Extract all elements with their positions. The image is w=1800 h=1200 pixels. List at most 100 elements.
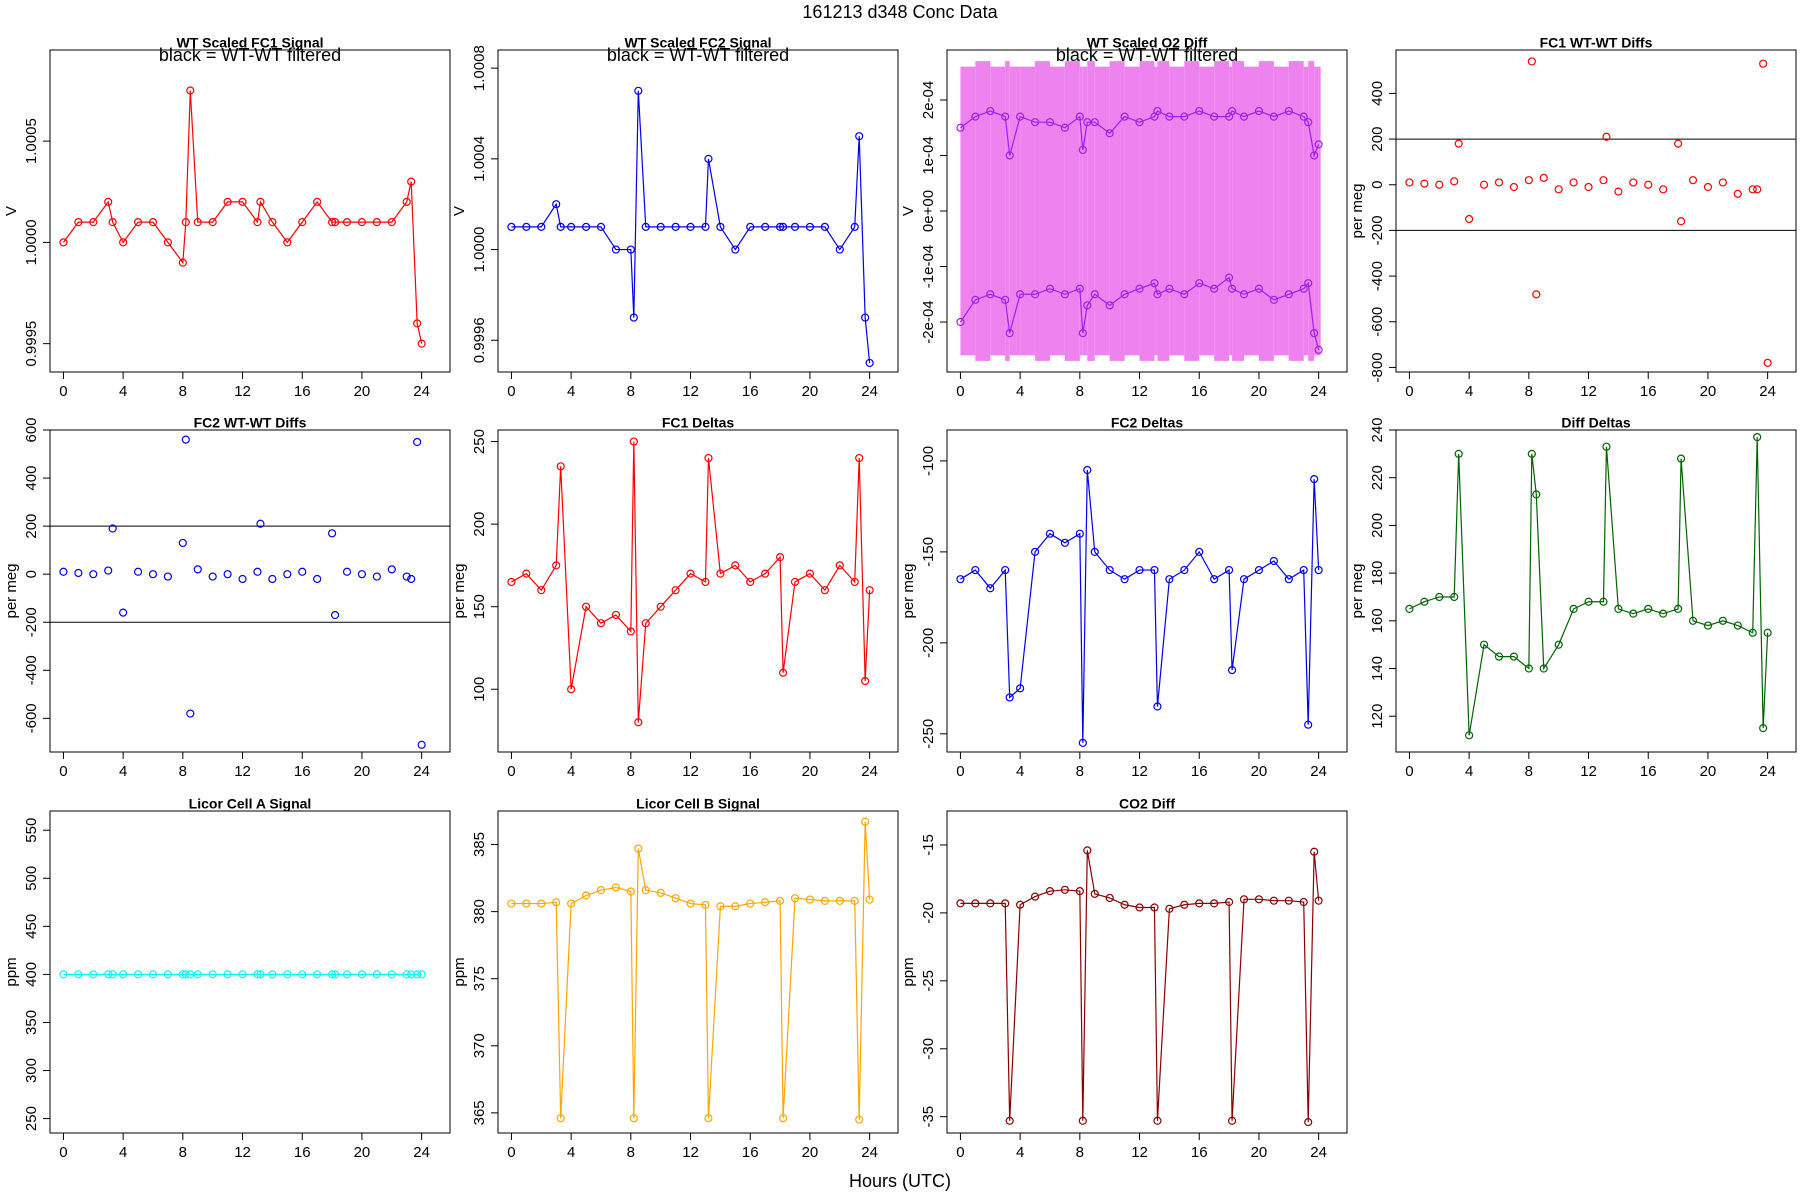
data-point — [1435, 180, 1444, 189]
x-tick-label: 12 — [1580, 763, 1597, 780]
y-tick-label: -35 — [920, 1106, 937, 1128]
data-point — [1165, 112, 1174, 121]
x-tick-label: 4 — [1016, 763, 1024, 780]
y-tick-label: 385 — [471, 832, 488, 857]
x-tick-label: 16 — [1640, 763, 1657, 780]
x-tick-label: 16 — [742, 383, 759, 400]
data-point — [330, 610, 340, 620]
data-point — [775, 553, 785, 562]
data-point — [119, 970, 128, 979]
x-tick-label: 4 — [119, 763, 127, 780]
panel-title: Licor Cell B Signal — [636, 796, 760, 812]
data-point — [313, 574, 322, 584]
data-point — [671, 222, 680, 231]
x-axis-label: Hours (UTC) — [849, 1171, 951, 1191]
data-point — [1120, 290, 1129, 299]
data-point — [357, 970, 367, 979]
data-point — [971, 899, 980, 908]
x-tick-label: 8 — [627, 383, 635, 400]
data-point — [701, 577, 710, 587]
data-point — [238, 197, 247, 206]
data-point — [656, 222, 665, 231]
data-point — [104, 970, 113, 979]
y-tick-label: 400 — [23, 962, 40, 987]
data-point — [1001, 565, 1010, 575]
data-point — [148, 218, 158, 227]
data-point — [1269, 295, 1278, 304]
data-point — [1135, 565, 1144, 575]
data-point — [1718, 178, 1727, 187]
data-point — [1001, 112, 1010, 121]
data-point — [1494, 652, 1504, 661]
data-point — [193, 218, 202, 227]
panel: FC2 WT-WT Diffs 0 4 8 12 16 20 24 -600 -400 -200 0 2… — [3, 415, 451, 780]
x-tick-label: 8 — [179, 1144, 187, 1161]
data-point — [1120, 575, 1129, 584]
annotation: black = WT-WT filtered — [159, 45, 341, 65]
y-tick-label: 240 — [1369, 417, 1386, 442]
data-point — [790, 222, 800, 231]
panel-title: FC1 WT-WT Diffs — [1540, 35, 1653, 51]
data-point — [596, 619, 606, 628]
band-segment — [990, 66, 1006, 356]
data-point — [850, 896, 859, 905]
data-point — [626, 245, 635, 254]
y-tick-label: 220 — [1369, 465, 1386, 490]
x-tick-label: 0 — [507, 763, 515, 780]
band-segment — [1064, 61, 1080, 361]
y-axis-label: per meg — [900, 563, 917, 618]
x-tick-label: 24 — [1759, 383, 1776, 400]
y-tick-label: 250 — [23, 1106, 40, 1131]
y-tick-label: -100 — [920, 446, 937, 476]
data-point — [1753, 185, 1762, 194]
data-point — [1304, 720, 1313, 729]
data-point — [1759, 59, 1768, 68]
band-segment — [1109, 61, 1125, 361]
data-point — [1599, 176, 1608, 185]
data-point — [1299, 565, 1308, 575]
data-point — [1078, 1116, 1087, 1125]
data-point — [1602, 442, 1611, 451]
x-tick-label: 0 — [1405, 763, 1413, 780]
y-axis-label: ppm — [451, 957, 468, 986]
data-point — [283, 970, 292, 979]
x-tick-label: 24 — [1759, 763, 1776, 780]
data-point — [193, 565, 202, 574]
x-tick-label: 8 — [1076, 763, 1084, 780]
x-tick-label: 24 — [861, 763, 878, 780]
data-point — [1227, 1116, 1237, 1125]
data-point — [956, 123, 965, 132]
y-tick-label: -400 — [23, 655, 40, 685]
band-segment — [1169, 66, 1185, 356]
data-point — [1150, 565, 1159, 575]
data-point — [372, 572, 381, 581]
y-tick-label: 550 — [23, 818, 40, 843]
y-tick-label: -400 — [1369, 261, 1386, 291]
data-point — [1284, 896, 1293, 905]
data-point — [1554, 640, 1563, 649]
data-point — [74, 218, 83, 227]
data-point — [596, 886, 606, 895]
data-point — [387, 218, 396, 227]
y-tick-label: -600 — [23, 703, 40, 733]
data-point — [1718, 616, 1727, 625]
band-segment — [1094, 66, 1110, 356]
data-point — [1569, 178, 1578, 187]
data-point — [1629, 609, 1638, 618]
data-point — [1135, 284, 1144, 293]
y-tick-label: 400 — [1369, 81, 1386, 106]
x-tick-label: 4 — [567, 383, 575, 400]
band-segment — [1157, 61, 1170, 361]
data-point — [1001, 295, 1010, 304]
data-point — [775, 222, 785, 231]
data-point — [283, 570, 292, 579]
data-point — [1005, 693, 1014, 702]
data-point — [775, 896, 785, 905]
plot-area — [1396, 57, 1796, 367]
y-tick-label: 1.0008 — [471, 45, 488, 91]
x-tick-label: 4 — [1465, 763, 1473, 780]
data-point — [1454, 449, 1463, 458]
data-point — [413, 437, 422, 447]
x-tick-label: 12 — [682, 383, 699, 400]
data-point — [1001, 899, 1010, 908]
